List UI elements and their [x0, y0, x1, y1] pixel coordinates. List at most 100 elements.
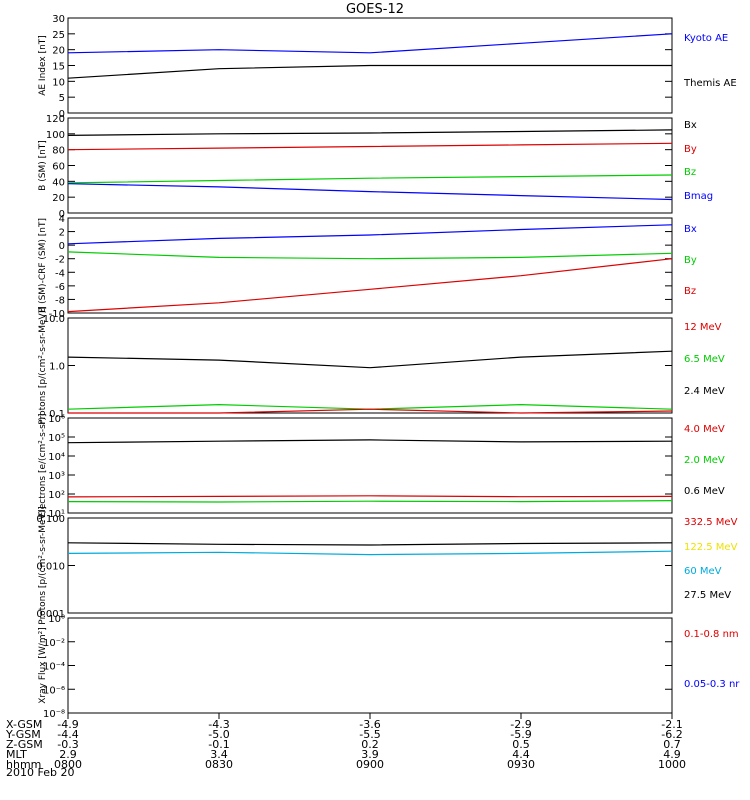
x-row-value: 0.2: [361, 738, 379, 751]
y-tick-label: 10⁻²: [43, 638, 65, 649]
y-tick-label: 100: [46, 130, 65, 141]
legend-entry: 60 MeV: [684, 566, 722, 577]
x-row-value: -0.3: [57, 738, 78, 751]
y-tick-label: 10⁶: [48, 414, 65, 425]
legend-entry: 2.4 MeV: [684, 386, 725, 397]
x-row-label: MLT: [6, 748, 27, 761]
y-axis-label: Protons [p/(cm²-s-sr-MeV)]: [38, 506, 48, 624]
legend-entry: Kyoto AE: [684, 33, 728, 44]
x-row-value: 4.4: [512, 748, 530, 761]
legend-entry: By: [684, 255, 697, 266]
y-tick-label: -10: [49, 309, 65, 320]
y-tick-label: 2: [59, 228, 65, 239]
y-tick-label: 10³: [48, 471, 65, 482]
legend-entry: Bmag: [684, 191, 713, 202]
x-row-value: 3.9: [361, 748, 379, 761]
y-tick-label: 10²: [48, 490, 65, 501]
series-line: [67, 439, 673, 444]
x-row-value: 0800: [54, 758, 82, 771]
x-row-value: 2.9: [59, 748, 77, 761]
x-row-value: -5.9: [510, 728, 531, 741]
y-tick-label: 0: [59, 241, 65, 252]
x-row-value: -4.9: [57, 718, 78, 731]
series-line: [67, 258, 673, 313]
y-tick-label: 5: [59, 93, 65, 104]
panel-frame: [67, 417, 673, 514]
y-tick-label: 10: [52, 77, 65, 88]
y-tick-label: 10⁵: [48, 433, 65, 444]
y-tick-label: -4: [55, 268, 65, 279]
panel-frame: [67, 617, 673, 714]
y-tick-label: 15: [52, 62, 65, 73]
panel-frame: [67, 317, 673, 414]
y-tick-label: 20: [52, 46, 65, 57]
series-line: [67, 495, 673, 498]
series-line: [67, 550, 673, 556]
x-row-label: Z-GSM: [6, 738, 43, 751]
y-tick-label: 10⁻⁸: [43, 709, 65, 720]
legend-entry: Bx: [684, 120, 697, 131]
series-line: [67, 64, 672, 79]
x-row-label: hhmm: [6, 758, 41, 771]
legend-entry: 332.5 MeV: [684, 517, 738, 528]
legend-entry: By: [684, 144, 697, 155]
panel-b: 0 20 40 60 80 100 120 B (SM) [nT] Bx By Bz Bmag: [38, 114, 713, 220]
legend-entry: 2.0 MeV: [684, 455, 725, 466]
x-row-label: X-GSM: [6, 718, 42, 731]
y-tick-label: 1.0: [49, 362, 65, 373]
legend-entry: 27.5 MeV: [684, 590, 731, 601]
y-tick-label: 0.010: [36, 562, 65, 573]
series-line: [67, 403, 673, 410]
y-tick-label: 30: [52, 14, 65, 25]
legend-entry: 6.5 MeV: [684, 354, 725, 365]
x-row-value: 0900: [356, 758, 384, 771]
y-axis-label: Xray Flux [W/m²]: [38, 627, 48, 703]
legend-entry: 0.6 MeV: [684, 486, 725, 497]
y-tick-label: -2: [55, 255, 65, 266]
y-tick-label: -8: [55, 295, 65, 306]
series-line: [67, 129, 673, 136]
y-tick-label: 10⁻⁴: [43, 662, 65, 673]
series-line: [67, 142, 673, 151]
series-line: [67, 251, 673, 260]
y-tick-label: 60: [52, 162, 65, 173]
date-label: 2010 Feb 20: [6, 766, 74, 779]
panel-bdiff: -10 -8 -6 -4 -2 0 2 4 B (SM)-CRF (SM) [nT] Bx By Bz: [38, 214, 697, 320]
y-axis-label: B (SM)-CRF (SM) [nT]: [38, 218, 48, 313]
y-tick-label: 4: [59, 214, 65, 225]
y-tick-label: 20: [52, 193, 65, 204]
legend-entry: Themis AE: [683, 78, 737, 89]
x-row-value: 4.9: [663, 748, 681, 761]
y-tick-label: 0.001: [36, 609, 65, 620]
y-tick-label: 10⁻⁶: [43, 685, 65, 696]
panel-frame: [67, 117, 673, 214]
y-tick-label: 120: [46, 114, 65, 125]
x-row-label: Y-GSM: [5, 728, 41, 741]
y-tick-label: 0: [59, 209, 65, 220]
figure-title: GOES-12: [346, 2, 404, 17]
legend-entry: Bz: [684, 167, 696, 178]
y-axis-label: Electrons [e/(cm²-s-sr)]: [38, 414, 48, 518]
series-line: [67, 174, 673, 184]
y-tick-label: -6: [55, 282, 65, 293]
x-row-value: -4.3: [208, 718, 229, 731]
legend-entry: 0.1-0.8 nm: [684, 629, 739, 640]
x-row-value: 0930: [507, 758, 535, 771]
series-line: [67, 33, 673, 54]
y-tick-label: 10⁰: [48, 614, 65, 625]
series-line: [67, 183, 673, 201]
y-axis-label: AE Index [nT]: [38, 35, 48, 96]
legend-entry: 12 MeV: [684, 322, 722, 333]
y-tick-label: 0.1: [49, 409, 65, 420]
series-line: [68, 408, 673, 414]
y-tick-label: 40: [52, 177, 65, 188]
series-line: [67, 350, 673, 369]
y-tick-label: 25: [52, 30, 65, 41]
legend-entry: 122.5 MeV: [684, 542, 738, 553]
